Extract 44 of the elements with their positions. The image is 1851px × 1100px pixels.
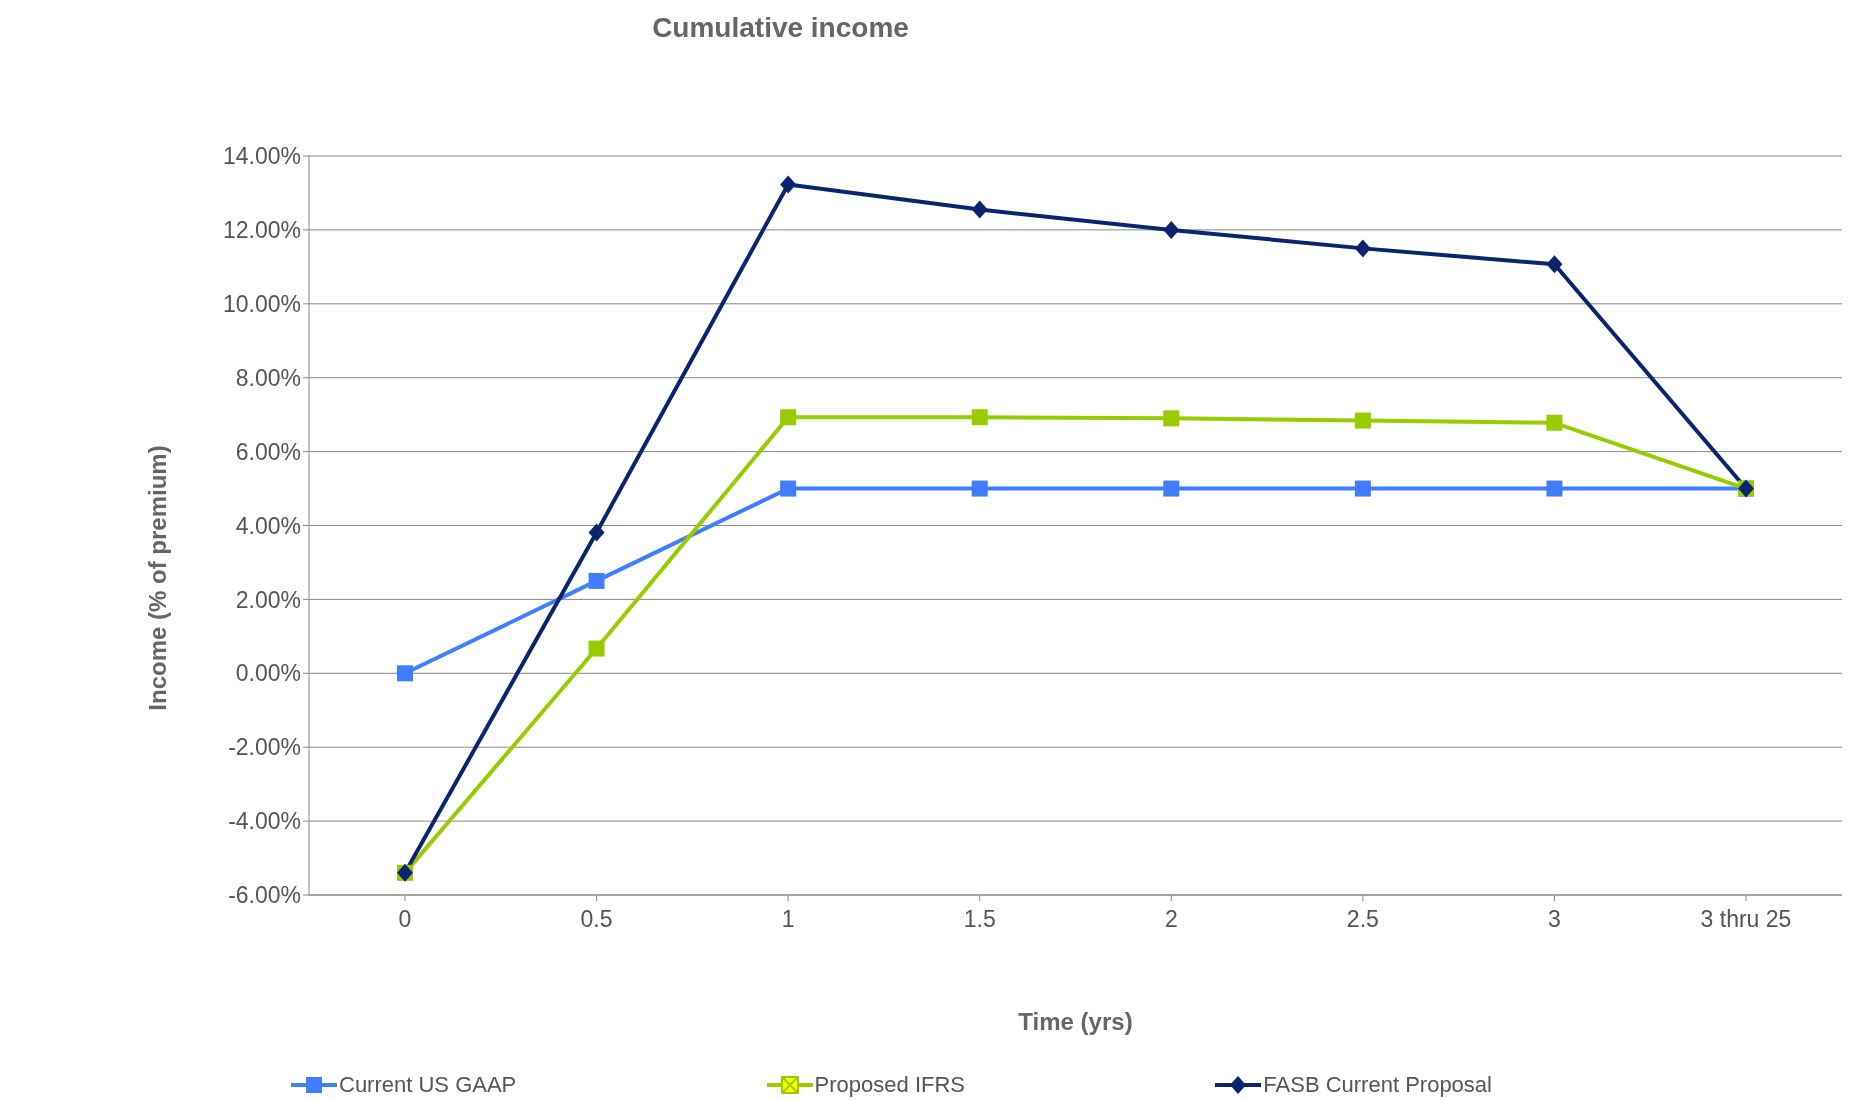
point bbox=[1546, 414, 1563, 431]
x-tick-label: 2 bbox=[1164, 906, 1178, 933]
x-axis-title: Time (yrs) bbox=[1017, 1008, 1134, 1036]
y-tick-label: 12.00% bbox=[222, 217, 301, 244]
point bbox=[588, 523, 605, 542]
point bbox=[397, 665, 413, 682]
point bbox=[780, 175, 797, 194]
y-tick-label: -2.00% bbox=[228, 734, 301, 761]
y-tick-label: 6.00% bbox=[235, 438, 301, 465]
y-axis-title: Income (% of premium) bbox=[144, 445, 172, 711]
legend-label: FASB Current Proposal bbox=[1263, 1072, 1492, 1098]
x-tick-label: 3 bbox=[1548, 906, 1561, 933]
legend-label: Current US GAAP bbox=[339, 1072, 517, 1098]
y-tick-label: -4.00% bbox=[228, 808, 301, 835]
y-tick-label: 4.00% bbox=[235, 512, 301, 539]
point bbox=[1354, 480, 1371, 497]
point bbox=[780, 480, 797, 497]
point bbox=[971, 200, 988, 219]
x-tick-label: 2.5 bbox=[1346, 906, 1379, 933]
y-tick-label: -6.00% bbox=[228, 882, 301, 909]
x-tick-label: 3 thru 25 bbox=[1700, 906, 1792, 933]
y-tick-label: 0.00% bbox=[235, 660, 301, 687]
point bbox=[1163, 410, 1180, 427]
point bbox=[971, 409, 988, 426]
point bbox=[1354, 239, 1371, 258]
y-tick-label: 8.00% bbox=[235, 364, 301, 391]
y-tick-label: 14.00% bbox=[222, 143, 301, 170]
x-tick-label: 0.5 bbox=[580, 906, 613, 933]
y-tick-label: 2.00% bbox=[235, 586, 301, 613]
point bbox=[780, 409, 797, 426]
point bbox=[1163, 480, 1180, 497]
x-tick-label: 0 bbox=[398, 906, 412, 933]
point bbox=[1354, 412, 1371, 429]
x-tick-label: 1.5 bbox=[963, 906, 996, 933]
x-tick-label: 1 bbox=[781, 906, 795, 933]
point bbox=[588, 640, 605, 657]
point bbox=[588, 572, 605, 589]
legend-label: Proposed IFRS bbox=[814, 1072, 965, 1098]
point bbox=[1546, 255, 1563, 274]
point bbox=[1546, 480, 1563, 497]
chart-title: Cumulative income bbox=[651, 12, 910, 44]
point bbox=[1163, 220, 1180, 239]
y-tick-label: 10.00% bbox=[222, 290, 301, 317]
point bbox=[971, 480, 988, 497]
